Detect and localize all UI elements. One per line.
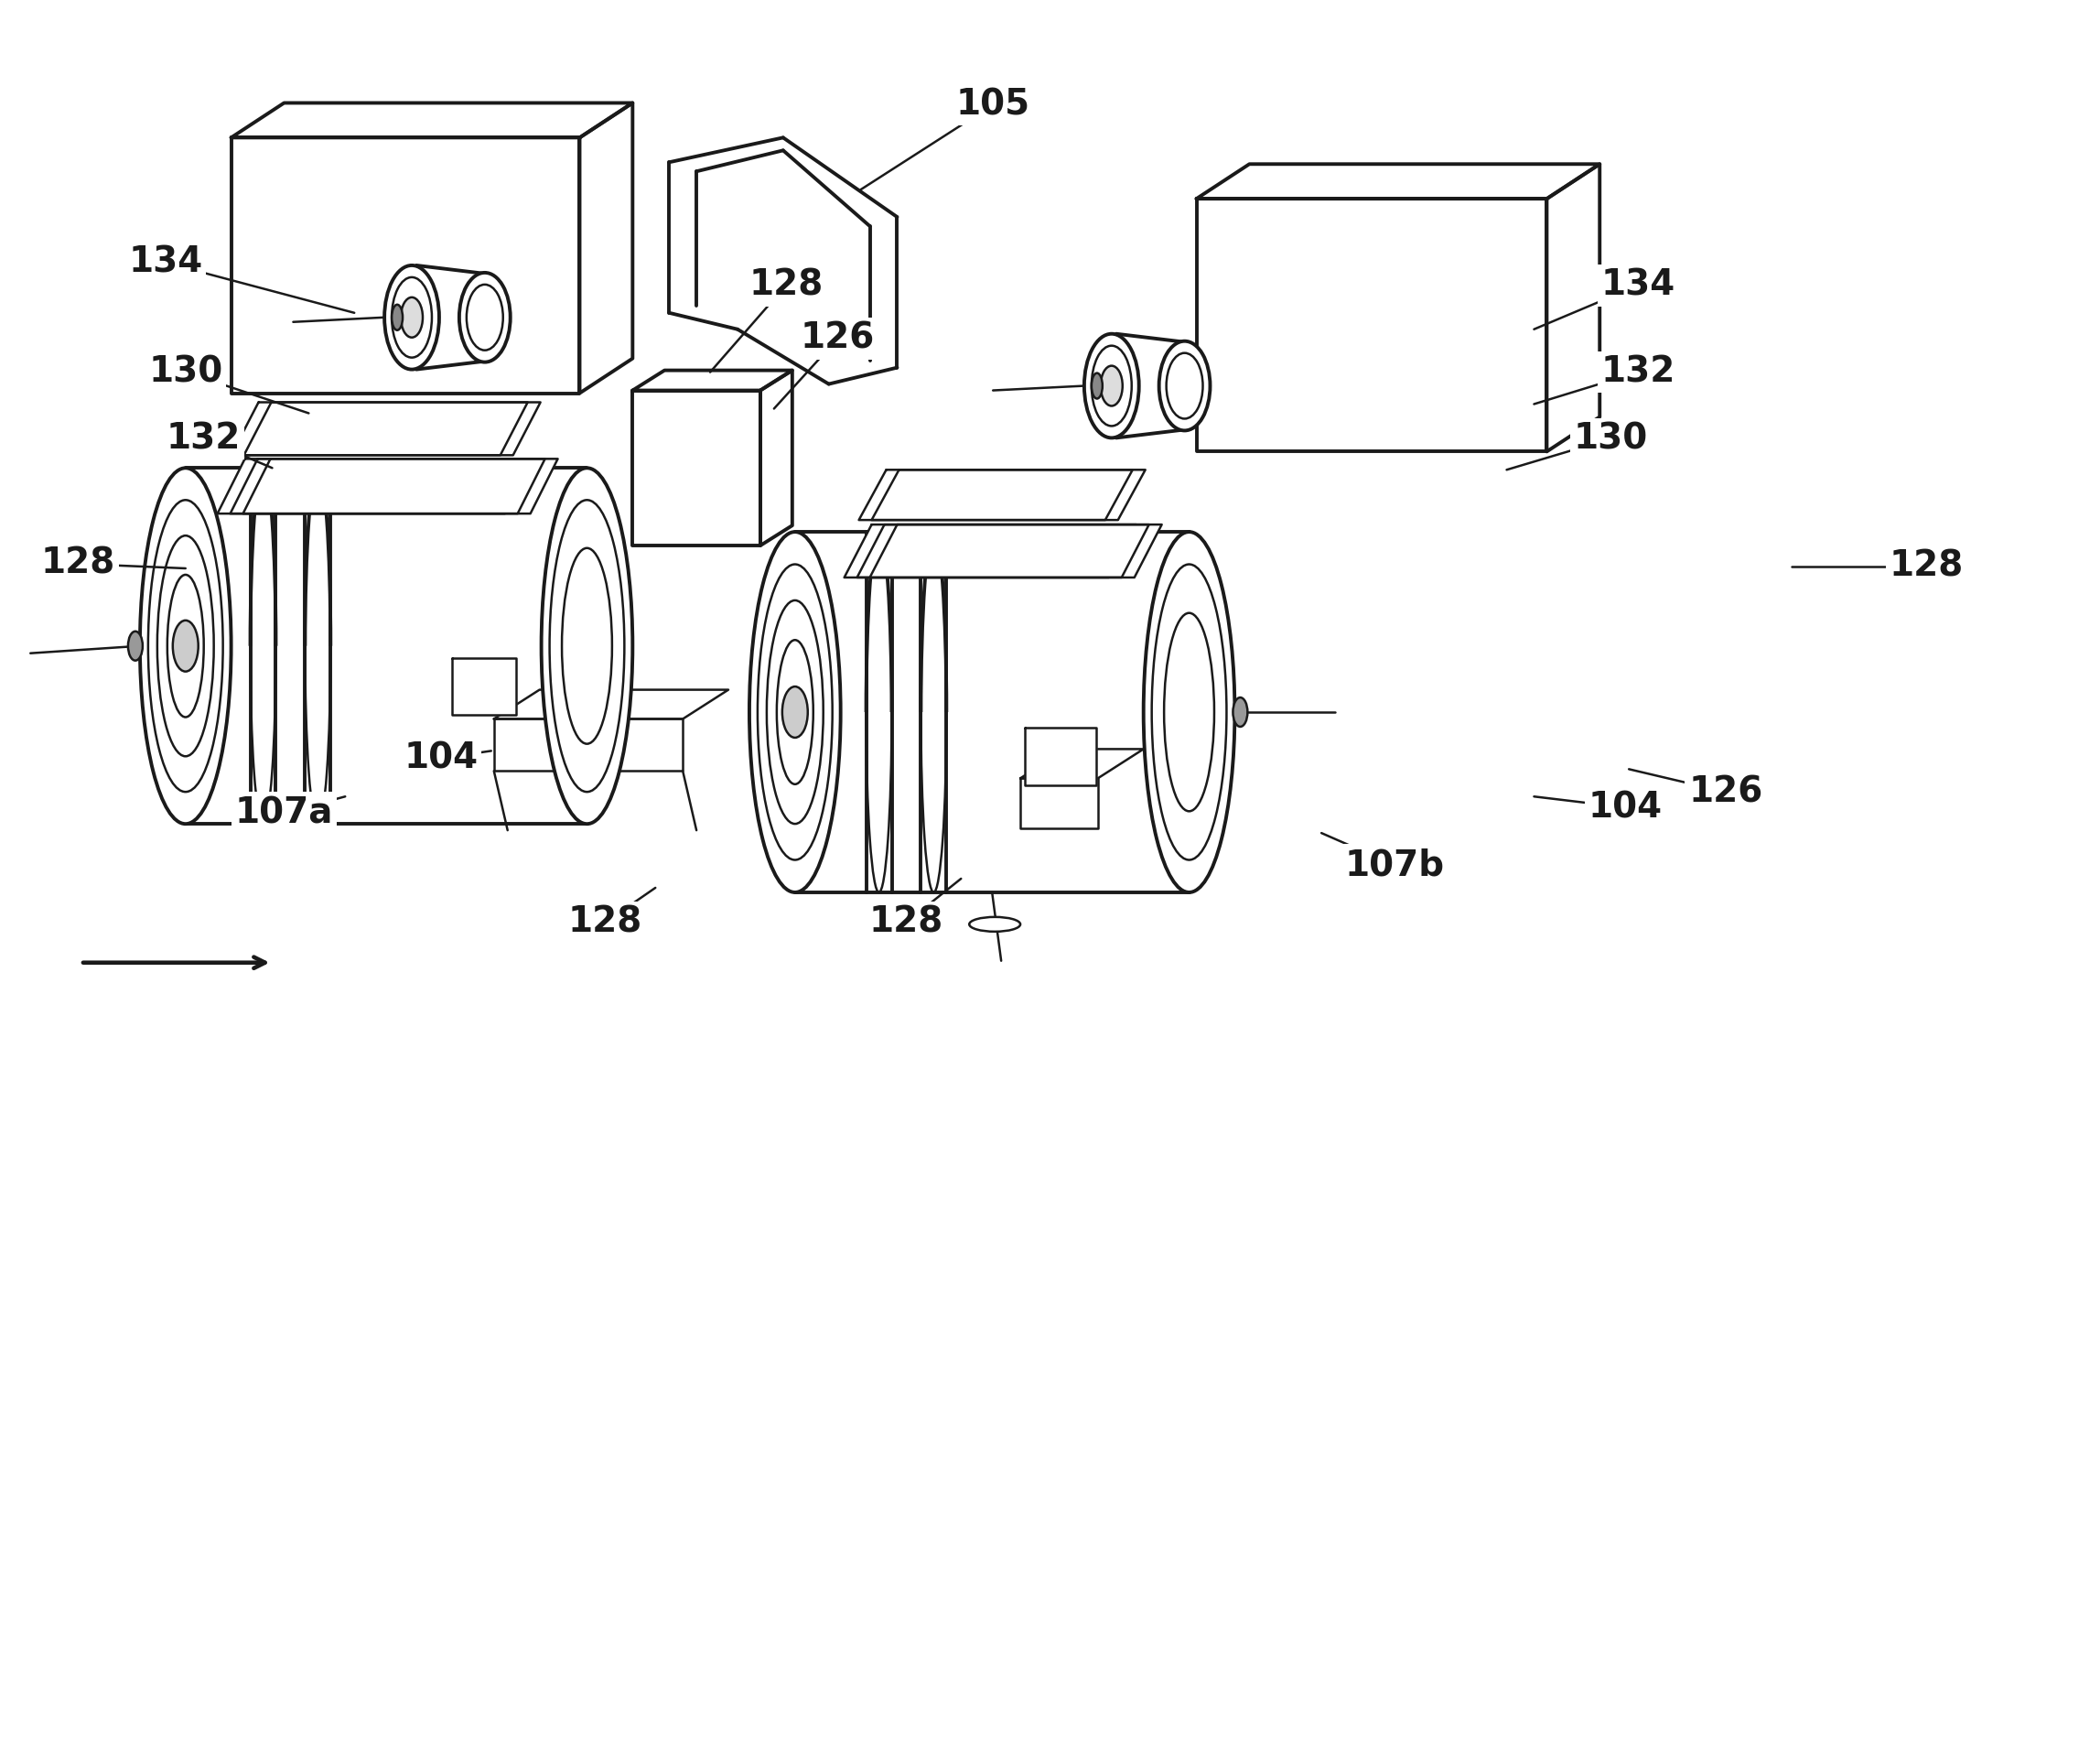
Ellipse shape <box>393 276 433 357</box>
Polygon shape <box>1021 749 1144 779</box>
Text: 132: 132 <box>166 422 242 457</box>
Text: 128: 128 <box>1890 550 1964 585</box>
Ellipse shape <box>1233 698 1247 726</box>
Ellipse shape <box>128 632 143 660</box>
Polygon shape <box>760 371 792 546</box>
Polygon shape <box>1021 779 1098 828</box>
Text: 126: 126 <box>800 320 876 355</box>
Polygon shape <box>231 402 527 455</box>
Ellipse shape <box>970 917 1021 931</box>
Text: 128: 128 <box>567 905 643 940</box>
Polygon shape <box>244 402 540 455</box>
Ellipse shape <box>563 548 611 744</box>
Ellipse shape <box>550 500 624 791</box>
Ellipse shape <box>542 467 632 824</box>
Text: 130: 130 <box>149 355 223 390</box>
Polygon shape <box>632 390 760 546</box>
Ellipse shape <box>384 266 439 369</box>
Text: 104: 104 <box>403 740 479 775</box>
Ellipse shape <box>1151 564 1226 859</box>
Text: 130: 130 <box>1573 422 1648 457</box>
Polygon shape <box>452 658 517 714</box>
Polygon shape <box>244 458 559 513</box>
Polygon shape <box>218 458 531 513</box>
Polygon shape <box>1548 164 1600 452</box>
Ellipse shape <box>1092 373 1102 399</box>
Ellipse shape <box>1144 532 1235 892</box>
Ellipse shape <box>758 564 832 859</box>
Ellipse shape <box>1166 354 1203 418</box>
Ellipse shape <box>1163 612 1214 812</box>
Polygon shape <box>1025 728 1096 786</box>
Ellipse shape <box>168 574 204 718</box>
Ellipse shape <box>393 304 403 331</box>
Ellipse shape <box>466 285 504 350</box>
Polygon shape <box>869 525 1161 578</box>
Ellipse shape <box>1084 334 1138 438</box>
Ellipse shape <box>777 640 813 784</box>
Text: 128: 128 <box>40 546 115 581</box>
Polygon shape <box>231 138 580 394</box>
Ellipse shape <box>1159 341 1210 431</box>
Text: 134: 134 <box>1600 268 1676 303</box>
Ellipse shape <box>1100 366 1124 406</box>
Ellipse shape <box>158 536 214 756</box>
Polygon shape <box>231 103 632 138</box>
Text: 134: 134 <box>128 245 202 280</box>
Polygon shape <box>580 103 632 394</box>
Text: 105: 105 <box>956 88 1031 123</box>
Polygon shape <box>632 371 792 390</box>
Ellipse shape <box>766 600 823 824</box>
Polygon shape <box>493 690 729 719</box>
Text: 128: 128 <box>750 268 823 303</box>
Ellipse shape <box>172 621 197 672</box>
Ellipse shape <box>149 500 223 791</box>
Ellipse shape <box>750 532 840 892</box>
Text: 128: 128 <box>869 905 943 940</box>
Text: 107a: 107a <box>235 796 334 830</box>
Polygon shape <box>857 525 1149 578</box>
Ellipse shape <box>781 686 808 738</box>
Polygon shape <box>844 525 1136 578</box>
Text: 104: 104 <box>1588 789 1663 824</box>
Polygon shape <box>859 469 1132 520</box>
Ellipse shape <box>401 298 422 338</box>
Ellipse shape <box>460 273 510 362</box>
Polygon shape <box>231 458 546 513</box>
Ellipse shape <box>1092 346 1132 425</box>
Ellipse shape <box>141 467 231 824</box>
Polygon shape <box>871 469 1144 520</box>
Text: 126: 126 <box>1688 775 1762 809</box>
Text: 132: 132 <box>1600 355 1676 390</box>
Text: 107b: 107b <box>1344 847 1445 882</box>
Polygon shape <box>1197 200 1548 452</box>
Polygon shape <box>493 719 682 772</box>
Polygon shape <box>1197 164 1600 200</box>
